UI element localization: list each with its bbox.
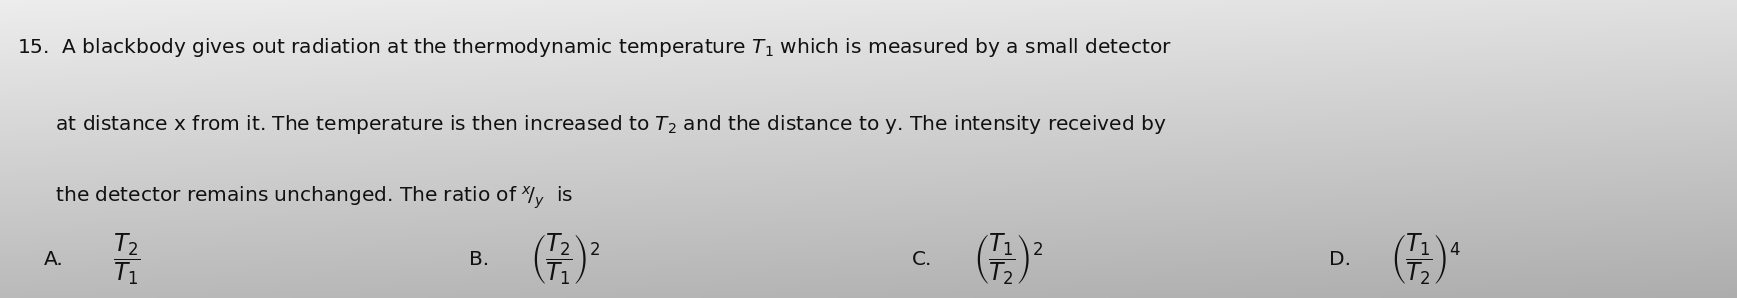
Text: 15.  A blackbody gives out radiation at the thermodynamic temperature $T_1$ whic: 15. A blackbody gives out radiation at t… <box>17 36 1172 59</box>
Text: the detector remains unchanged. The ratio of $^x\!/_y$  is: the detector remains unchanged. The rati… <box>17 185 573 211</box>
Text: A.: A. <box>43 250 63 269</box>
Text: at distance x from it. The temperature is then increased to $T_2$ and the distan: at distance x from it. The temperature i… <box>17 113 1167 136</box>
Text: C.: C. <box>912 250 933 269</box>
Text: $\left(\dfrac{T_2}{T_1}\right)^2$: $\left(\dfrac{T_2}{T_1}\right)^2$ <box>530 231 599 287</box>
Text: $\left(\dfrac{T_1}{T_2}\right)^2$: $\left(\dfrac{T_1}{T_2}\right)^2$ <box>973 231 1042 287</box>
Text: $\left(\dfrac{T_1}{T_2}\right)^4$: $\left(\dfrac{T_1}{T_2}\right)^4$ <box>1390 231 1461 287</box>
Text: $\dfrac{T_2}{T_1}$: $\dfrac{T_2}{T_1}$ <box>113 231 141 287</box>
Text: D.: D. <box>1329 250 1351 269</box>
Text: B.: B. <box>469 250 490 269</box>
